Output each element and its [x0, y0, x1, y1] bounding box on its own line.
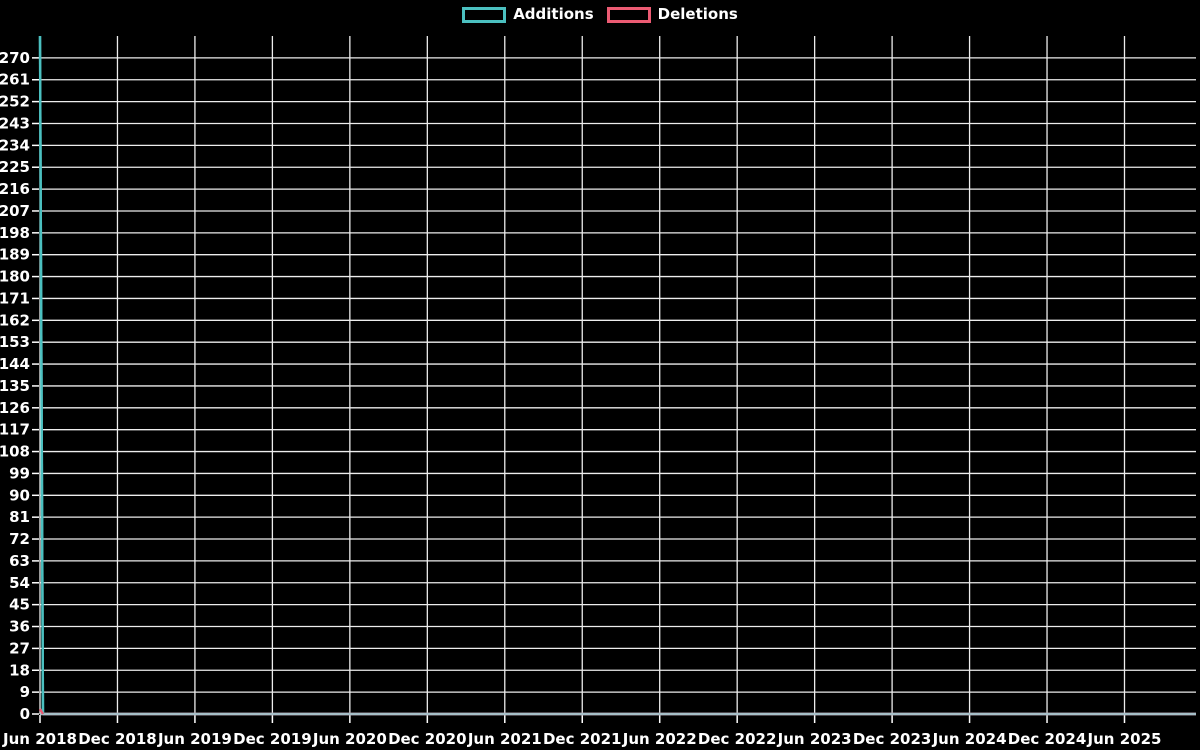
- y-tick-label: 144: [0, 355, 30, 373]
- y-tick-label: 234: [0, 136, 30, 154]
- y-axis-labels: 0 9 18 27 36 45 54 63 72 81 90 99 108 117 126 135 144 153…: [0, 49, 30, 723]
- y-tick-label: 162: [0, 311, 30, 329]
- chart-legend: Additions Deletions: [0, 6, 1200, 23]
- series-spikes: [38, 35, 45, 715]
- legend-label-additions: Additions: [513, 5, 594, 23]
- series-lines: [38, 35, 1196, 716]
- y-tick-label: 153: [0, 333, 30, 351]
- y-tick-label: 63: [9, 552, 30, 570]
- x-tick-label: Jun 2020: [312, 730, 387, 748]
- y-tick-label: 27: [9, 639, 30, 657]
- y-tick-label: 99: [9, 464, 30, 482]
- series-line-additions: [38, 35, 1196, 716]
- series-spike-additions: [38, 35, 45, 715]
- y-tick-label: 72: [9, 530, 30, 548]
- x-tick-label: Dec 2024: [1008, 730, 1087, 748]
- y-tick-label: 135: [0, 377, 30, 395]
- y-tick-label: 216: [0, 180, 30, 198]
- y-tick-label: 117: [0, 421, 30, 439]
- y-tick-label: 171: [0, 289, 30, 307]
- y-tick-label: 252: [0, 93, 30, 111]
- y-tick-label: 243: [0, 114, 30, 132]
- x-tick-label: Jun 2023: [777, 730, 852, 748]
- y-tick-label: 18: [9, 661, 30, 679]
- y-tick-label: 90: [9, 486, 30, 504]
- tick-marks: [32, 57, 1126, 723]
- y-tick-label: 45: [9, 596, 30, 614]
- x-tick-label: Dec 2019: [233, 730, 312, 748]
- x-tick-label: Dec 2023: [853, 730, 932, 748]
- y-tick-label: 126: [0, 399, 30, 417]
- x-tick-label: Dec 2021: [543, 730, 622, 748]
- y-tick-label: 189: [0, 246, 30, 264]
- legend-item-additions[interactable]: Additions: [462, 5, 594, 23]
- x-tick-label: Jun 2019: [157, 730, 232, 748]
- legend-item-deletions[interactable]: Deletions: [606, 5, 738, 23]
- y-tick-label: 198: [0, 224, 30, 242]
- gridlines: [39, 36, 1196, 715]
- y-tick-label: 225: [0, 158, 30, 176]
- y-tick-label: 108: [0, 443, 30, 461]
- x-tick-label: Jun 2021: [467, 730, 542, 748]
- series-spike-deletions: [38, 708, 45, 715]
- x-axis-labels: Jun 2018 Dec 2018 Jun 2019 Dec 2019 Jun 2020…: [2, 730, 1161, 748]
- y-tick-label: 0: [20, 705, 30, 723]
- x-tick-label: Jun 2024: [932, 730, 1007, 748]
- y-tick-label: 207: [0, 202, 30, 220]
- y-tick-label: 54: [9, 574, 30, 592]
- additions-swatch: [462, 6, 507, 23]
- y-tick-label: 9: [20, 683, 30, 701]
- x-tick-label: Jun 2025: [1087, 730, 1162, 748]
- y-tick-label: 270: [0, 49, 30, 67]
- y-tick-label: 81: [9, 508, 30, 526]
- x-tick-label: Dec 2022: [698, 730, 777, 748]
- x-tick-label: Dec 2018: [78, 730, 157, 748]
- y-tick-label: 36: [9, 618, 30, 636]
- x-tick-label: Jun 2022: [622, 730, 697, 748]
- x-tick-label: Jun 2018: [2, 730, 77, 748]
- legend-label-deletions: Deletions: [657, 5, 738, 23]
- deletions-swatch: [606, 6, 651, 23]
- x-tick-label: Dec 2020: [388, 730, 467, 748]
- y-tick-label: 180: [0, 268, 30, 286]
- y-tick-label: 261: [0, 71, 30, 89]
